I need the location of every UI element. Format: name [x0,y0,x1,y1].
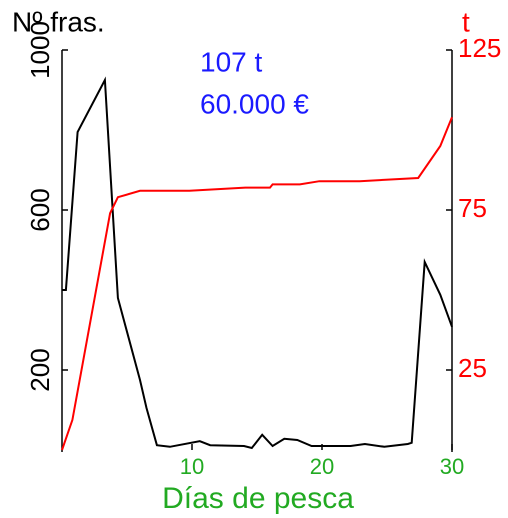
data-line [62,76,453,450]
x-axis-label: Días de pesca [162,482,354,515]
y-tick-label: 1000 [25,21,55,79]
y-tick-label: 600 [25,188,55,231]
x-tick-label: 10 [180,454,204,479]
y2-tick-label: 125 [458,33,501,63]
y2-tick-label: 75 [458,193,487,223]
data-line [61,116,453,451]
x-tick-label: 30 [440,454,464,479]
y-tick-label: 200 [25,348,55,391]
annotation: 107 t [200,46,262,77]
annotation: 60.000 € [200,88,309,119]
y2-tick-label: 25 [458,353,487,383]
y-axis-label: Nº fras. [12,6,105,37]
y2-axis-label: t [462,6,470,37]
x-tick-label: 20 [310,454,334,479]
